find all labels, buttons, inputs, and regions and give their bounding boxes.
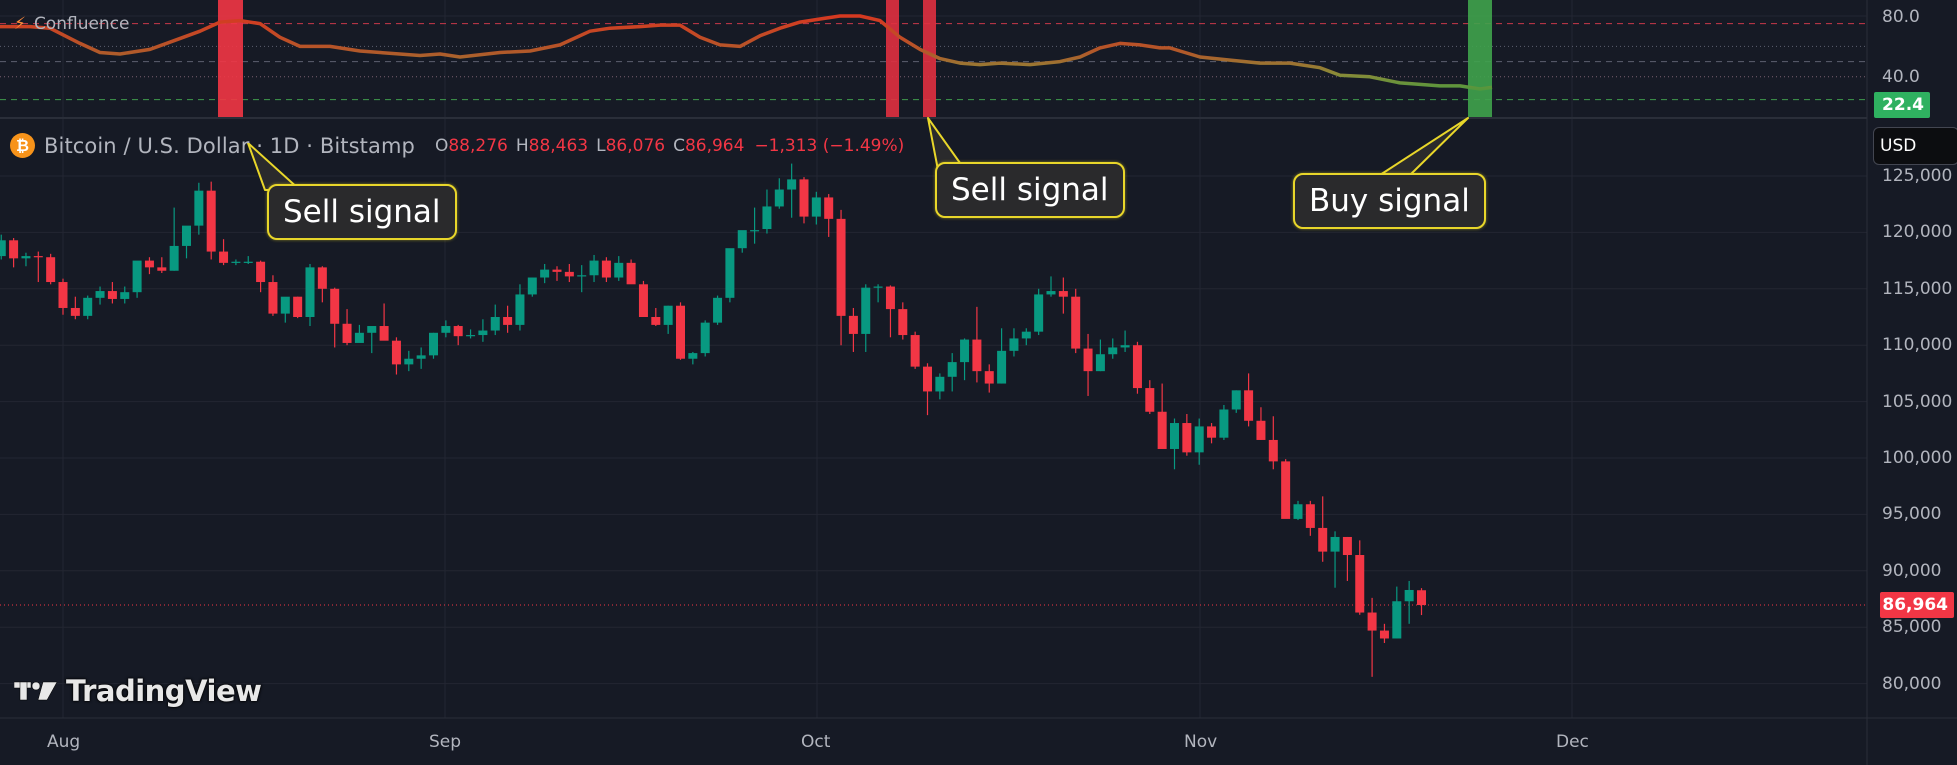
price-tick: 85,000	[1882, 617, 1942, 638]
tradingview-watermark[interactable]: TradingView	[14, 674, 262, 708]
tradingview-wordmark: TradingView	[66, 674, 262, 708]
tradingview-logo-icon	[14, 681, 58, 701]
candles	[0, 163, 1426, 677]
open-value: 88,276	[448, 135, 508, 156]
lightning-bolt-icon: ⚡	[14, 14, 26, 34]
price-tick: 120,000	[1882, 222, 1953, 243]
symbol-legend[interactable]: ₿ Bitcoin / U.S. Dollar · 1D · Bitstamp …	[10, 133, 904, 158]
bitcoin-icon: ₿	[10, 133, 35, 158]
price-tick: 80,000	[1882, 673, 1942, 694]
indicator-name: Confluence	[33, 14, 130, 34]
close-label: C	[673, 135, 685, 156]
price-tick: 100,000	[1882, 448, 1953, 468]
indicator-axis-80: 80.0	[1882, 7, 1920, 27]
confluence-line	[0, 14, 1493, 91]
time-tick: Sep	[429, 732, 462, 752]
time-tick: Aug	[47, 732, 81, 752]
open-label: O	[434, 135, 449, 156]
ohlc-values: O 88,276 H 88,463 L 86,076 C 86,964 −1,313 (…	[427, 136, 904, 156]
price-tick: 95,000	[1882, 504, 1942, 525]
last-price-tag: 86,964	[1880, 592, 1954, 619]
indicator-current-value: 22.4	[1874, 92, 1930, 118]
high-label: H	[515, 135, 529, 156]
low-value: 86,076	[605, 135, 666, 156]
indicator-axis-40: 40.0	[1882, 67, 1920, 87]
price-tick: 110,000	[1882, 335, 1953, 356]
indicator-title[interactable]: ⚡ Confluence	[14, 14, 130, 34]
time-tick: Dec	[1556, 732, 1589, 752]
currency-button[interactable]: USD	[1873, 127, 1957, 165]
time-tick: Oct	[801, 732, 831, 752]
sell-signal-callout-2[interactable]: Sell signal	[935, 162, 1125, 218]
symbol-title[interactable]: Bitcoin / U.S. Dollar · 1D · Bitstamp	[44, 133, 415, 158]
low-label: L	[596, 135, 606, 156]
price-tick: 115,000	[1882, 278, 1953, 299]
price-tick: 90,000	[1882, 560, 1942, 581]
price-tick: 105,000	[1882, 391, 1953, 412]
callout-pointers	[247, 117, 1469, 191]
change-value: −1,313 (−1.49%)	[754, 135, 905, 156]
sell-signal-callout-1[interactable]: Sell signal	[267, 184, 457, 240]
high-value: 88,463	[528, 135, 589, 156]
time-tick: Nov	[1184, 732, 1218, 752]
signal-bars	[218, 0, 1492, 118]
buy-signal-callout[interactable]: Buy signal	[1293, 173, 1486, 229]
close-value: 86,964	[684, 135, 745, 156]
price-tick: 125,000	[1882, 166, 1953, 186]
